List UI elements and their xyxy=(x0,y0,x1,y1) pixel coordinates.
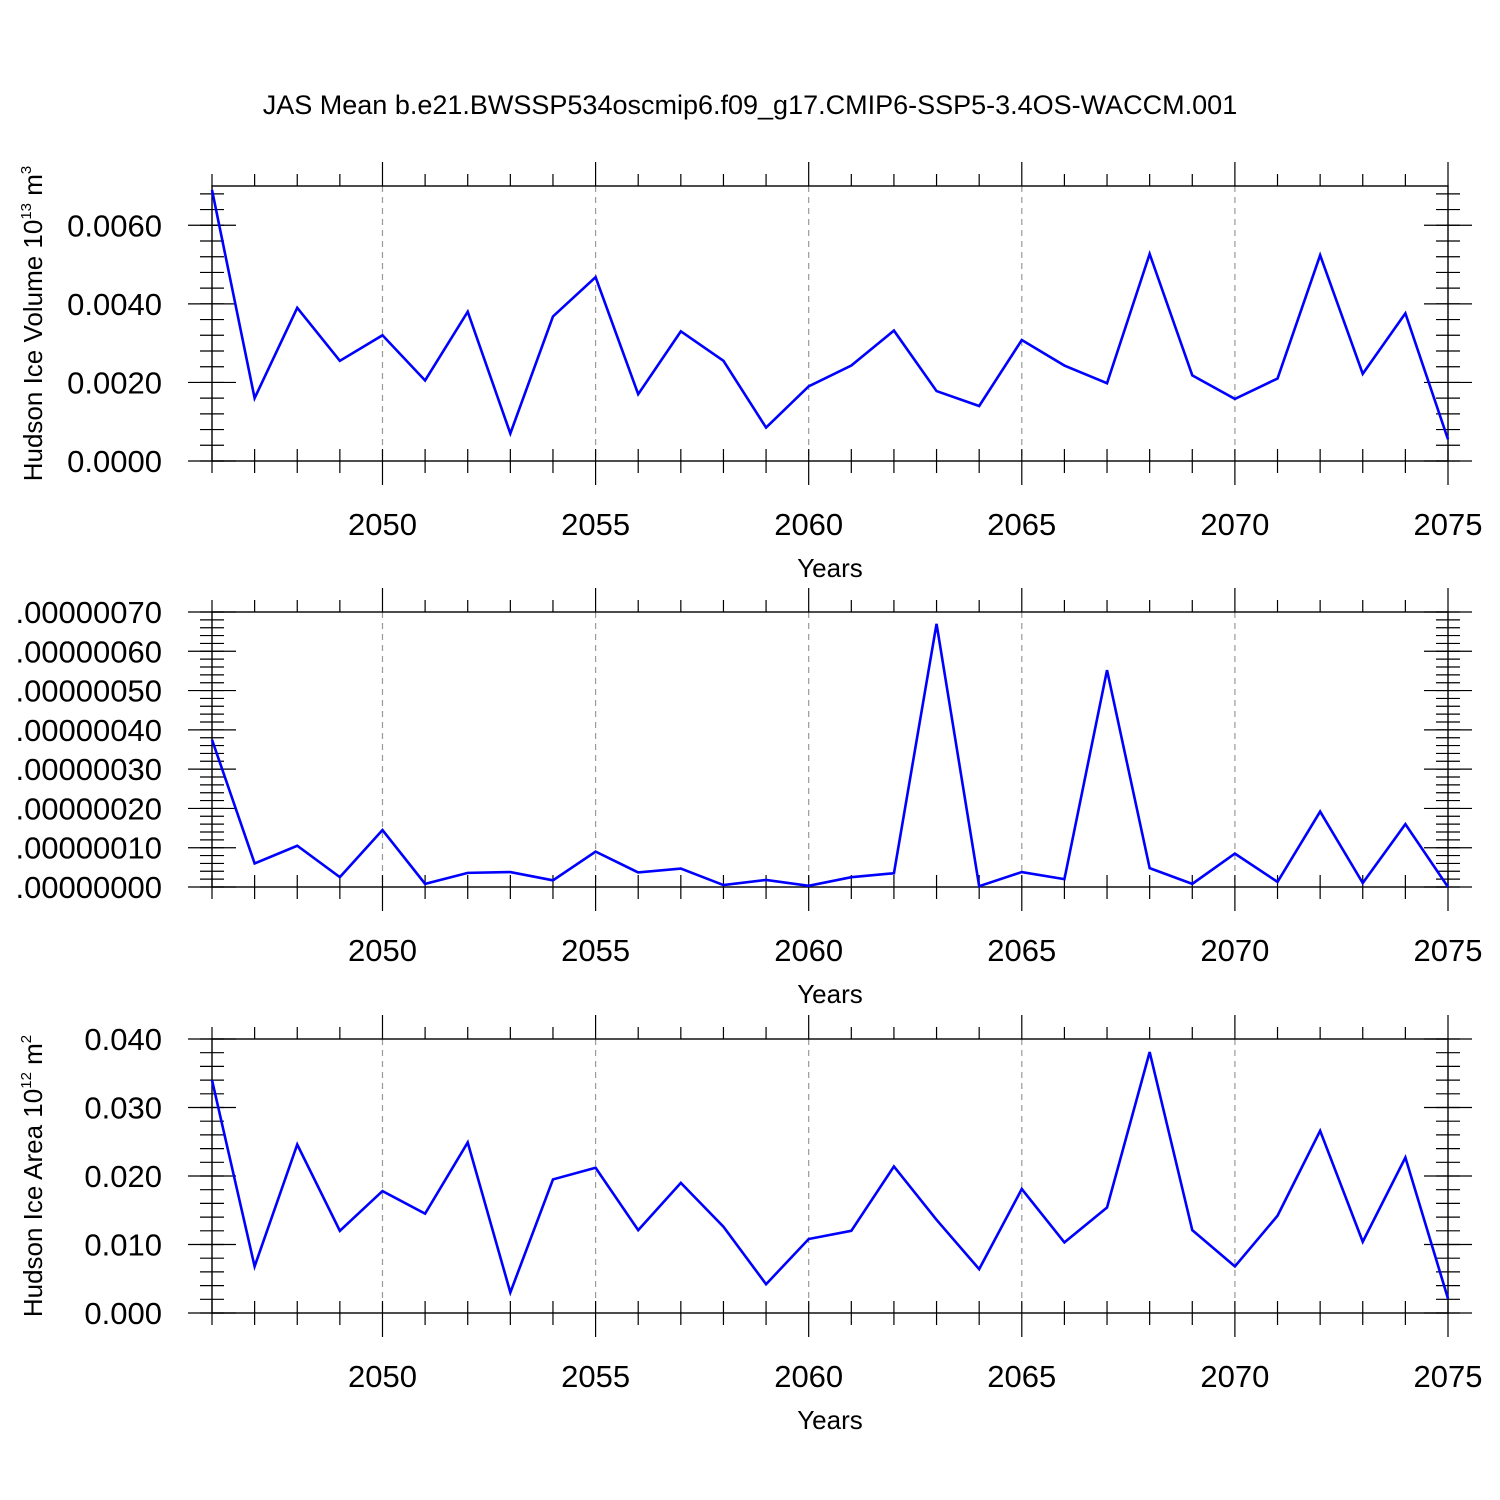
x-tick-label: 2055 xyxy=(561,933,630,968)
x-tick-label: 2050 xyxy=(348,933,417,968)
y-tick-label: .00000000 xyxy=(15,870,162,905)
x-tick-label: 2060 xyxy=(774,933,843,968)
y-tick-label: .00000020 xyxy=(15,791,162,826)
y-tick-label: .00000040 xyxy=(15,713,162,748)
x-tick-label: 2050 xyxy=(348,1359,417,1394)
figure-title: JAS Mean b.e21.BWSSP534oscmip6.f09_g17.C… xyxy=(263,90,1237,120)
x-tick-label: 2060 xyxy=(774,507,843,542)
x-axis-label: Years xyxy=(797,553,863,583)
x-tick-label: 2055 xyxy=(561,507,630,542)
x-tick-label: 2075 xyxy=(1414,1359,1483,1394)
panel-3: 0.000 0.010 0.020 0.030 0.040 2050 2055 2060 206… xyxy=(18,1015,1482,1435)
plot-frame xyxy=(211,611,1449,888)
y-tick-label: 0.040 xyxy=(84,1022,162,1057)
y-axis-label: Hudson Ice Area 1012 m2 xyxy=(18,1035,48,1317)
y-tick-label: 0.0020 xyxy=(67,365,162,400)
series-line xyxy=(210,189,1450,440)
x-tick-label: 2070 xyxy=(1200,507,1269,542)
x-tick-label: 2075 xyxy=(1414,933,1483,968)
y-tick-label: .00000030 xyxy=(15,752,162,787)
x-tick-label: 2065 xyxy=(987,507,1056,542)
x-tick-label: 2070 xyxy=(1200,933,1269,968)
y-tick-label: .00000070 xyxy=(15,595,162,630)
y-tick-label: 0.010 xyxy=(84,1228,162,1263)
plot-frame xyxy=(211,1038,1449,1314)
y-axis-label: Hudson Ice Volume 1013 m3 xyxy=(18,166,48,482)
y-tick-label: 0.000 xyxy=(84,1296,162,1331)
series-line xyxy=(210,623,1450,888)
y-tick-label: 0.0000 xyxy=(67,444,162,479)
x-axis-label: Years xyxy=(797,1405,863,1435)
y-tick-label: .00000060 xyxy=(15,634,162,669)
panel-2: .00000000 .00000010 .00000020 .00000030 .000… xyxy=(15,588,1482,1009)
x-tick-label: 2065 xyxy=(987,933,1056,968)
y-tick-label: 0.0060 xyxy=(67,208,162,243)
panel-1: 0.0000 0.0020 0.0040 0.0060 2050 2055 2060 2065… xyxy=(18,162,1482,583)
x-tick-label: 2060 xyxy=(774,1359,843,1394)
plot-frame xyxy=(211,185,1449,462)
panels: 0.0000 0.0020 0.0040 0.0060 2050 2055 2060 2065… xyxy=(15,162,1482,1435)
y-tick-label: 0.030 xyxy=(84,1091,162,1126)
y-tick-label: 0.020 xyxy=(84,1159,162,1194)
x-tick-label: 2070 xyxy=(1200,1359,1269,1394)
x-tick-label: 2065 xyxy=(987,1359,1056,1394)
y-tick-label: 0.0040 xyxy=(67,287,162,322)
x-tick-label: 2050 xyxy=(348,507,417,542)
series-line xyxy=(210,1051,1450,1299)
y-tick-label: .00000050 xyxy=(15,674,162,709)
x-axis-label: Years xyxy=(797,979,863,1009)
y-tick-label: .00000010 xyxy=(15,831,162,866)
x-tick-label: 2055 xyxy=(561,1359,630,1394)
x-tick-label: 2075 xyxy=(1414,507,1483,542)
